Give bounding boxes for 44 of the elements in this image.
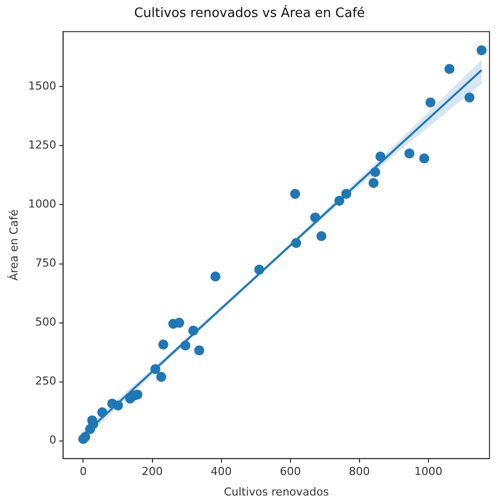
y-axis-title: Área en Café (6, 209, 20, 281)
x-tick-label: 200 (142, 465, 163, 478)
point (150, 364, 160, 374)
point (210, 272, 220, 282)
point (425, 97, 436, 108)
y-tick-label: 1000 (28, 198, 56, 211)
point (174, 318, 184, 328)
x-tick-label: 400 (210, 465, 232, 478)
point (464, 92, 474, 102)
y-tick-label: 500 (35, 316, 56, 329)
point (87, 415, 98, 426)
point (375, 152, 386, 162)
point (254, 264, 264, 275)
point (334, 196, 344, 206)
point (291, 238, 302, 248)
chart-title: Cultivos renovados vs Área en Café (134, 4, 365, 22)
point (97, 407, 108, 418)
point (180, 340, 190, 350)
point (370, 167, 380, 178)
point (194, 345, 204, 356)
point (419, 153, 430, 164)
point (444, 64, 454, 74)
point (341, 188, 352, 199)
x-tick-label: 1000 (414, 465, 442, 478)
point (310, 212, 320, 222)
point (80, 432, 90, 442)
point (188, 326, 198, 336)
y-tick-label: 250 (35, 374, 56, 388)
y-tick-label: 750 (35, 256, 56, 270)
point (476, 45, 487, 56)
point (316, 231, 326, 242)
point (158, 340, 168, 350)
point (368, 178, 379, 188)
y-tick-label: 0 (49, 434, 56, 447)
point (156, 372, 166, 382)
x-axis-title: Cultivos renovados (224, 485, 330, 498)
point (290, 188, 300, 199)
x-tick-label: 600 (280, 465, 301, 478)
point (113, 400, 124, 410)
point (404, 148, 414, 158)
y-tick-label: 1500 (28, 79, 56, 92)
x-tick-label: 0 (80, 465, 87, 478)
x-tick-label: 800 (348, 465, 370, 478)
y-tick-label: 1250 (28, 138, 56, 152)
